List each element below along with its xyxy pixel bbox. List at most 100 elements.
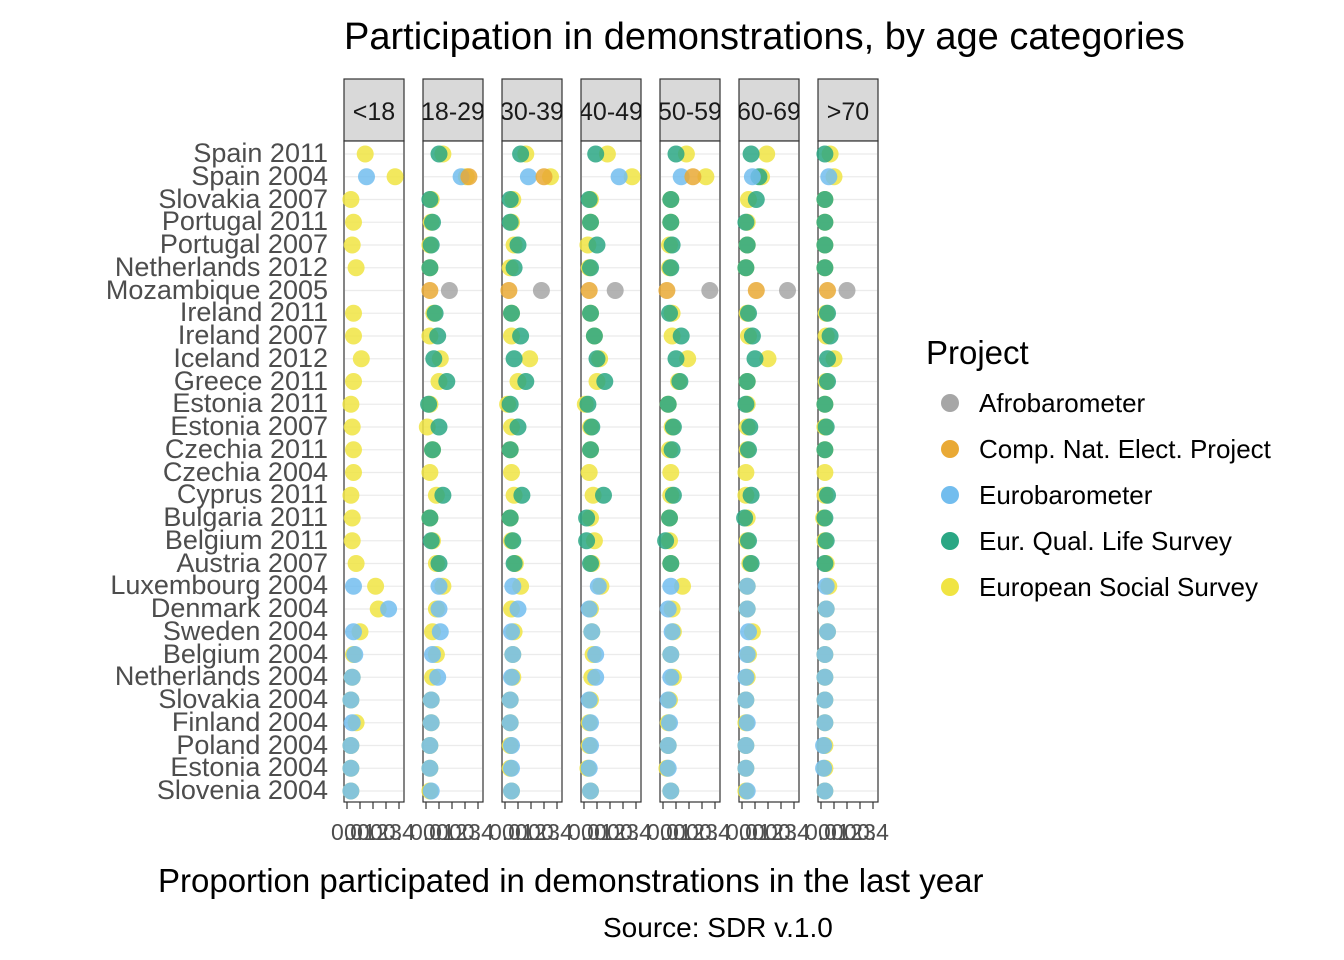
y-tick-label: Czechia 2011 (164, 433, 328, 464)
y-tick-label: Denmark 2004 (150, 593, 328, 623)
data-point (434, 486, 452, 504)
data-point (438, 373, 456, 390)
facet-strip (343, 78, 405, 142)
data-point (501, 714, 519, 732)
data-point (738, 600, 756, 618)
facet-strip-label: >70 (827, 98, 869, 126)
data-point (819, 373, 836, 390)
data-point (345, 327, 362, 345)
x-tick-label: 0.3 (765, 819, 797, 845)
data-point (521, 350, 539, 368)
data-point (737, 464, 755, 481)
y-tick-label: Ireland 2007 (177, 320, 328, 350)
data-point (422, 532, 440, 550)
data-point (582, 304, 599, 322)
data-point (342, 737, 360, 754)
data-point (422, 691, 440, 709)
data-point (345, 464, 362, 481)
data-point (817, 418, 835, 436)
data-point (743, 168, 761, 186)
data-point (512, 145, 530, 163)
data-point (424, 213, 441, 231)
y-tick-label: Estonia 2007 (170, 411, 328, 441)
data-point (426, 304, 444, 322)
data-point (503, 304, 520, 322)
y-tick-label: Belgium 2011 (164, 524, 328, 555)
data-point (421, 737, 439, 754)
data-point (815, 759, 833, 777)
data-point (662, 555, 680, 572)
data-point (697, 168, 715, 186)
legend-swatch (941, 486, 959, 504)
data-point (342, 486, 360, 504)
x-tick-label: 0.1 (739, 819, 771, 845)
x-tick-label: 0.1 (581, 819, 613, 845)
y-tick-label: Poland 2004 (176, 729, 328, 760)
data-point (513, 486, 531, 504)
data-point (819, 350, 836, 368)
data-point (587, 145, 605, 163)
data-point (345, 441, 362, 459)
data-point (819, 486, 836, 504)
facet-strip (422, 78, 484, 142)
data-point (582, 782, 599, 800)
legend-label: Afrobarometer (979, 387, 1146, 418)
data-point (431, 623, 449, 641)
y-tick-label: Belgium 2004 (162, 638, 328, 669)
data-point (535, 168, 553, 186)
data-point (667, 350, 685, 368)
x-tick-label: 0.0 (489, 819, 521, 845)
x-tick-label: 0.2 (594, 819, 626, 845)
x-tick-label: 0.4 (462, 819, 494, 845)
x-tick-label: 0.0 (410, 819, 442, 845)
x-tick-label: 0.0 (647, 819, 679, 845)
data-point (816, 213, 834, 231)
facet-panel: <18 0.00.10.20.30.4 (331, 78, 415, 845)
y-tick-label: Estonia 2004 (170, 752, 328, 783)
legend-label: Eur. Qual. Life Survey (979, 525, 1232, 556)
data-point (819, 623, 836, 641)
data-point (816, 464, 834, 481)
data-point (503, 782, 520, 800)
x-tick-label: 0.0 (726, 819, 758, 845)
data-point (737, 259, 755, 277)
data-point (738, 373, 756, 390)
data-point (623, 168, 641, 186)
data-point (501, 441, 519, 459)
data-point (580, 282, 598, 299)
data-point (500, 282, 518, 299)
data-point (758, 145, 776, 163)
data-point (505, 555, 523, 572)
data-point (509, 600, 527, 618)
data-point (345, 373, 362, 390)
data-point (747, 191, 765, 208)
x-tick-label: 0.1 (660, 819, 692, 845)
data-point (580, 191, 598, 208)
data-point (421, 759, 439, 777)
data-point (820, 168, 838, 186)
facet-strip (817, 78, 879, 142)
data-point (816, 236, 834, 254)
data-point (356, 145, 374, 163)
legend-swatch (941, 532, 959, 550)
data-point (667, 145, 685, 163)
data-point (743, 327, 761, 345)
data-point (579, 395, 597, 413)
data-point (509, 236, 527, 254)
data-point (421, 464, 439, 481)
data-point (662, 577, 680, 595)
data-point (421, 259, 439, 277)
data-point (430, 555, 448, 572)
y-tick-label: Netherlands 2004 (114, 661, 328, 692)
data-point (367, 577, 385, 595)
data-point (343, 509, 361, 527)
data-point (816, 714, 834, 732)
data-point (421, 282, 439, 299)
data-point (424, 441, 441, 459)
data-point (582, 714, 599, 732)
data-point (352, 350, 370, 368)
data-point (425, 350, 443, 368)
facet-strip-label: 50-59 (658, 98, 722, 126)
data-point (672, 327, 690, 345)
data-point (343, 532, 361, 550)
